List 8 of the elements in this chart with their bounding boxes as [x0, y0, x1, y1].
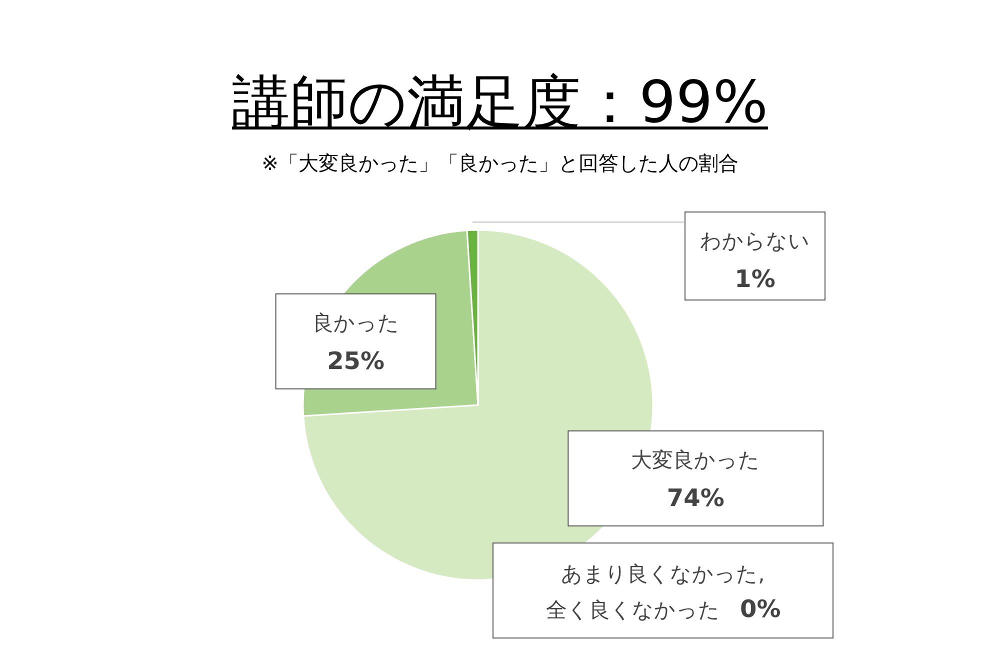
data-label: 25%	[327, 346, 385, 375]
slice-label: わからない	[700, 229, 810, 253]
title: 講師の満足度：99%	[232, 68, 768, 136]
slice-label: 良かった	[312, 310, 400, 335]
data-label: 74%	[666, 484, 724, 512]
subtitle: ※「大変良かった」「良かった」と回答した人の割合	[262, 151, 738, 175]
slice-label: 大変良かった	[631, 448, 760, 472]
data-label: 1%	[734, 265, 776, 293]
